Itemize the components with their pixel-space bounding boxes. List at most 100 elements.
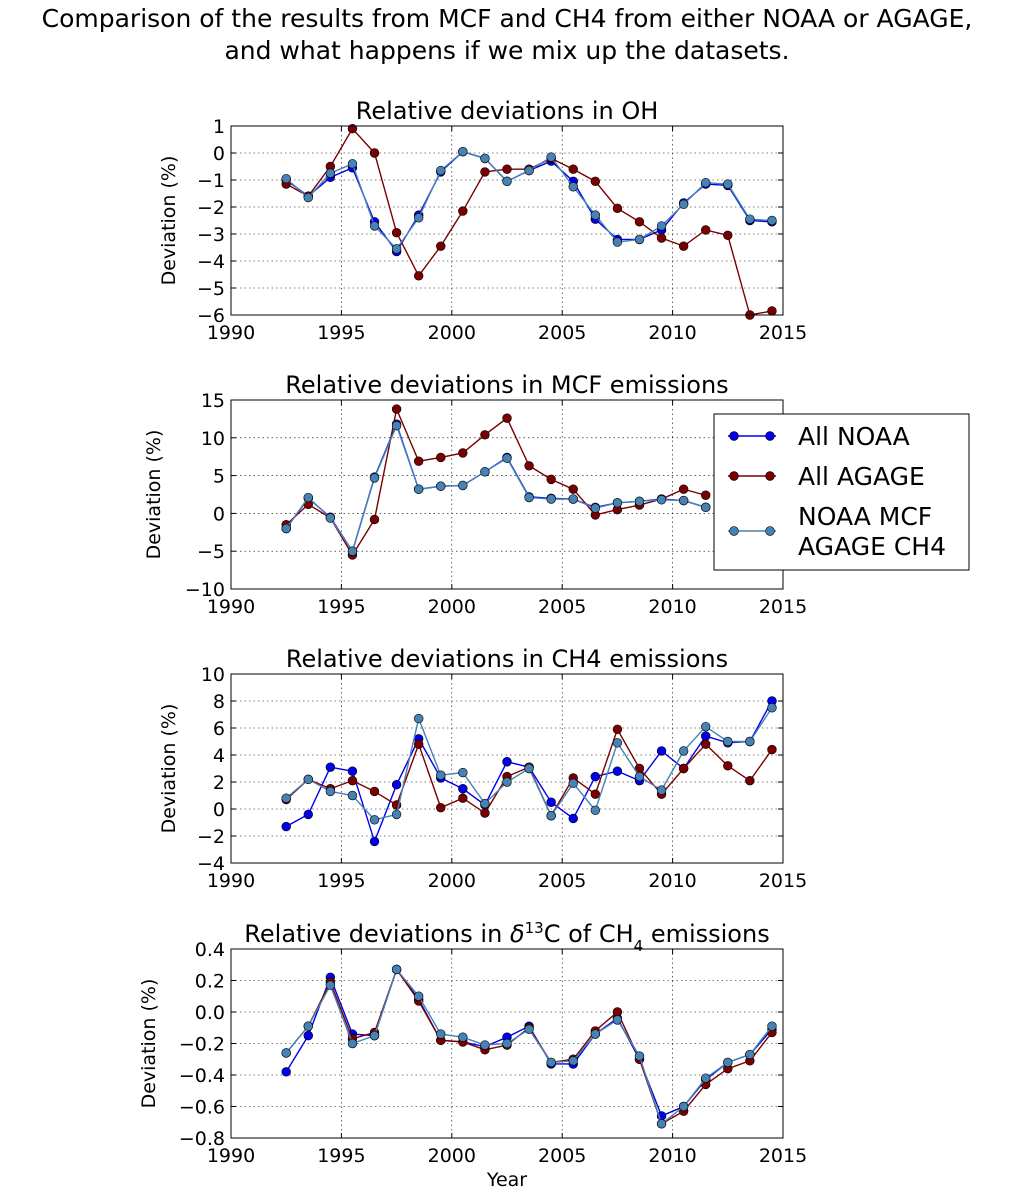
x-tick-label: 1990 [207,322,255,344]
legend-label: AGAGE CH4 [798,532,946,561]
y-tick-label: 0.2 [195,971,225,993]
title-segment: 13 [525,919,544,937]
y-tick-label: 8 [213,691,225,713]
data-point [612,724,623,735]
series-line [285,422,706,553]
legend-label: All AGAGE [798,462,925,491]
data-point [458,793,468,803]
data-point [391,227,402,238]
data-point [369,786,380,797]
data-point [590,176,601,187]
subplot-title: Relative deviations in OH [356,97,659,125]
legend-marker [729,431,739,441]
data-point [303,1021,313,1031]
data-point [325,786,336,797]
data-point [480,798,490,809]
legend-marker [765,471,775,481]
data-point [281,173,291,184]
data-point [303,774,313,784]
title-segment: Relative deviations in [244,920,510,948]
x-tick-label: 2000 [428,322,476,344]
data-point [612,237,623,247]
data-point [678,763,689,774]
data-point [612,498,623,508]
data-point [281,821,291,832]
subplot-title: Relative deviations in MCF emissions [285,371,728,399]
series-3 [281,146,777,254]
data-point [723,761,733,771]
data-point [612,738,623,748]
y-tick-label: −5 [197,541,225,563]
legend-marker [729,471,739,481]
y-tick-label: −4 [197,251,225,273]
data-point [612,1007,623,1017]
y-tick-label: −3 [197,224,225,246]
y-tick-label: 6 [213,718,225,740]
data-point [524,763,534,774]
data-point [303,192,313,203]
data-point [612,766,623,776]
data-point [701,1073,711,1083]
data-point [347,790,358,801]
x-tick-label: 2015 [759,596,807,618]
data-point [745,775,755,786]
data-point [634,1051,645,1061]
data-point [767,1021,777,1031]
x-tick-label: 2015 [759,870,807,892]
y-tick-label: −2 [197,197,225,219]
series-3 [281,421,711,556]
data-point [524,492,534,503]
subplot-4: 1990 1995 2000 2005 2010 2015 −0.8 −0.6 −0.4 −0.2… [138,919,807,1191]
data-point [458,480,468,491]
data-point [590,805,601,816]
data-point [436,770,446,780]
data-point [678,1101,689,1112]
data-point [458,784,468,794]
data-point [723,179,733,189]
data-point [502,1038,512,1049]
data-point [524,165,534,176]
data-point [281,793,291,803]
title-segment: emissions [643,920,770,948]
x-tick-label: 2000 [428,596,476,618]
data-point [391,964,402,975]
data-point [391,421,402,431]
x-tick-label: 1995 [317,322,365,344]
data-point [723,1057,733,1068]
x-tick-label: 2015 [759,1145,807,1167]
data-point [458,448,468,458]
title-segment: Relative deviations in OH [356,97,659,125]
data-point [678,241,689,251]
legend-label: NOAA MCF [798,502,932,531]
y-tick-label: −2 [197,826,225,848]
legend-label: All NOAA [798,422,910,451]
data-point [634,234,645,245]
data-point [745,736,755,747]
data-point [436,481,446,491]
y-tick-label: 0.0 [195,1002,225,1024]
series-1 [281,419,711,556]
data-point [568,813,578,824]
data-point [436,1029,446,1039]
title-segment: Relative deviations in MCF emissions [285,371,728,399]
data-point [502,757,512,767]
series-2 [281,964,777,1129]
data-point [656,785,667,795]
data-point [502,176,512,187]
data-point [325,168,336,178]
data-point [369,514,380,525]
data-point [546,474,556,485]
legend-marker [765,526,775,536]
data-point [701,502,711,513]
y-tick-label: 15 [201,390,225,412]
data-point [458,206,468,216]
x-tick-label: 2010 [648,322,696,344]
data-point [634,217,645,227]
data-point [701,721,711,732]
x-tick-label: 2005 [538,1145,586,1167]
data-point [656,746,667,756]
subplot-1: 1990 1995 2000 2005 2010 2015 −6 −5 −4 −3 −2 −1 0 1 Re… [158,97,807,344]
data-point [568,778,578,789]
series-line [285,968,773,1125]
x-tick-label: 2005 [538,870,586,892]
